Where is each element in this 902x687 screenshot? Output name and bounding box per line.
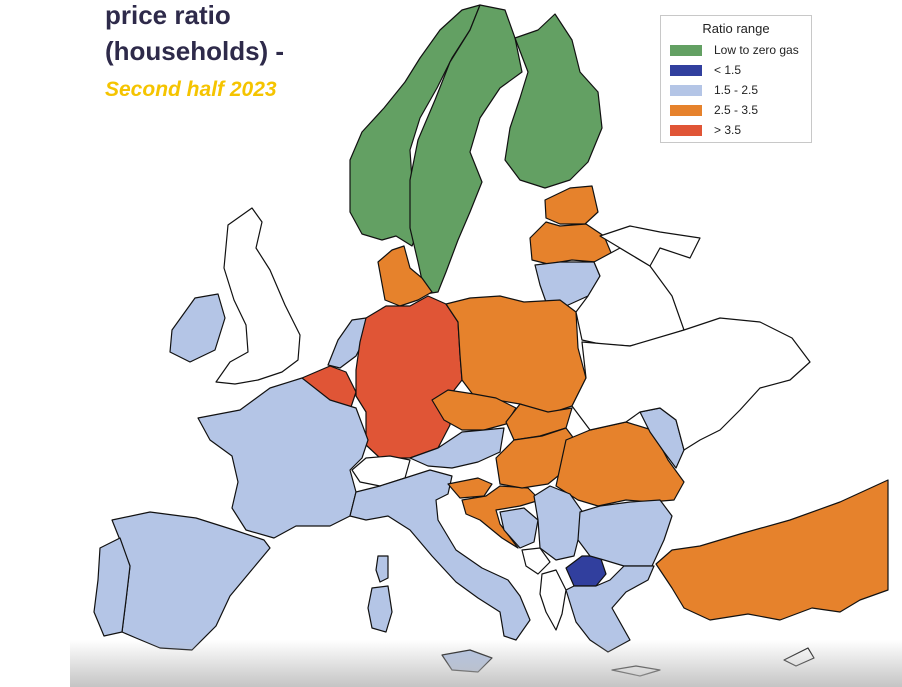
region-bosnia	[499, 507, 539, 549]
legend-label: 1.5 - 2.5	[714, 83, 759, 97]
legend-label: > 3.5	[714, 123, 742, 137]
region-corsica	[375, 555, 389, 583]
legend-label: < 1.5	[714, 63, 742, 77]
region-spain	[111, 511, 271, 651]
region-ukraine	[571, 317, 811, 451]
region-denmark	[377, 245, 433, 307]
bottom-fade	[70, 640, 902, 687]
legend-swatch	[670, 105, 702, 116]
region-italy	[349, 469, 531, 641]
region-albania	[539, 569, 567, 631]
legend-swatch	[670, 45, 702, 56]
region-estonia	[544, 185, 599, 225]
region-bulgaria	[577, 499, 673, 567]
map-title-line2: (households) -	[105, 36, 285, 66]
region-croatia	[461, 485, 541, 549]
legend-label: Low to zero gas	[714, 43, 799, 57]
map-subtitle: Second half 2023	[105, 78, 277, 101]
region-sardinia	[367, 585, 393, 633]
region-finland	[504, 13, 603, 189]
legend-swatch	[670, 85, 702, 96]
region-latvia	[529, 221, 613, 265]
region-united-kingdom	[215, 207, 301, 385]
legend-label: 2.5 - 3.5	[714, 103, 759, 117]
region-switzerland	[351, 455, 411, 487]
region-sweden	[409, 4, 523, 295]
region-serbia	[533, 485, 585, 561]
region-north-macedonia	[565, 555, 607, 587]
region-austria	[409, 427, 505, 469]
region-slovenia	[447, 477, 493, 499]
region-ireland	[169, 293, 226, 363]
legend-title: Ratio range	[702, 21, 770, 36]
legend: Ratio range Low to zero gas < 1.5 1.5 - …	[660, 15, 812, 143]
region-russia-fragment	[599, 225, 701, 267]
region-montenegro	[521, 547, 551, 575]
region-turkey	[655, 479, 889, 621]
region-portugal	[93, 537, 131, 637]
map-title-line1: price ratio	[105, 0, 231, 30]
legend-swatch	[670, 65, 702, 76]
legend-swatch	[670, 125, 702, 136]
region-germany	[355, 295, 463, 459]
region-norway	[349, 4, 481, 247]
